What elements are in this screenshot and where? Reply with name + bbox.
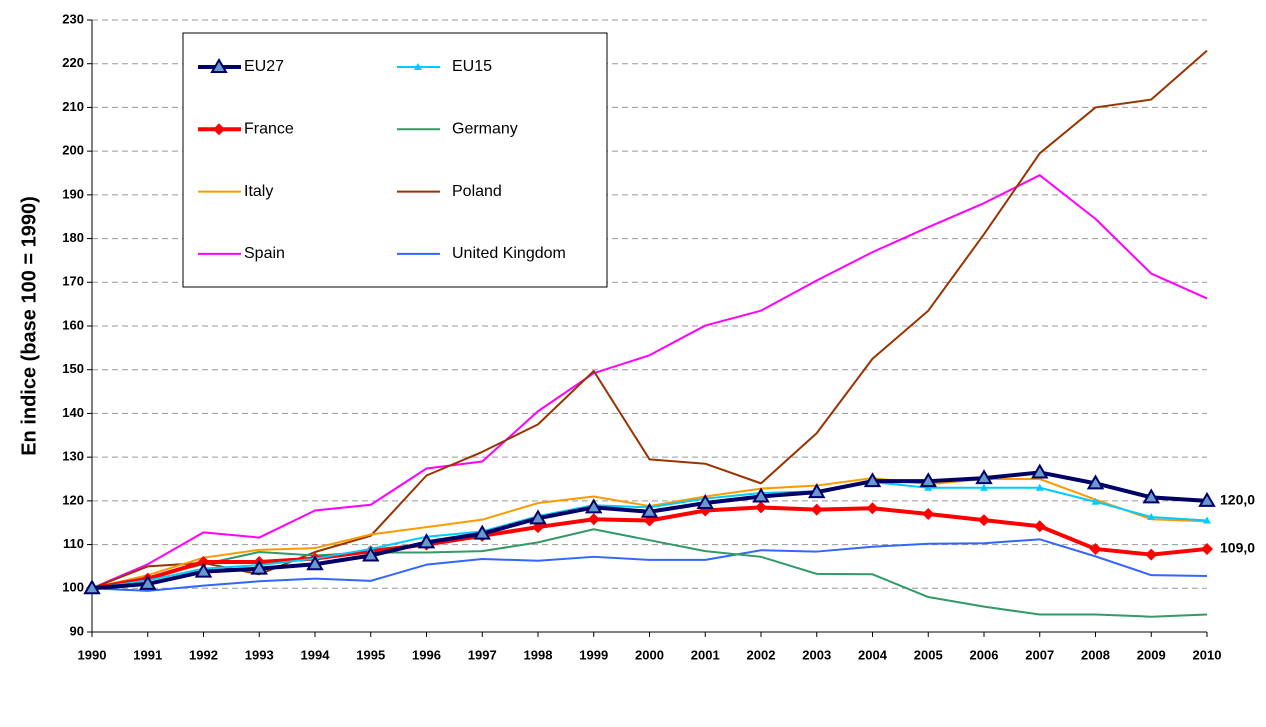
marker	[1035, 483, 1044, 491]
marker	[362, 546, 380, 562]
legend: EU27 EU15 France Germany Italy Poland Spain Uni…	[182, 32, 608, 288]
marker	[752, 487, 770, 503]
legend-box	[182, 32, 608, 288]
marker	[919, 472, 937, 488]
y-tick-label: 110	[63, 536, 84, 551]
marker	[1031, 463, 1049, 479]
x-tick-label: 1990	[78, 647, 107, 662]
y-tick-label: 130	[62, 449, 84, 464]
marker	[866, 502, 879, 515]
marker	[306, 555, 324, 571]
legend-label: Poland	[452, 183, 502, 200]
marker	[1091, 497, 1100, 505]
marker	[924, 483, 933, 491]
marker	[980, 483, 988, 491]
data-label: 120,0	[1220, 492, 1255, 508]
legend-label: Spain	[244, 245, 285, 262]
series-line	[91, 174, 1208, 590]
legend-label: France	[244, 121, 294, 138]
marker	[414, 63, 422, 70]
x-tick-label: 2010	[1193, 647, 1222, 662]
legend-label: Germany	[452, 121, 518, 138]
marker	[1198, 491, 1216, 507]
x-tick-label: 1991	[133, 647, 162, 662]
marker	[139, 574, 157, 590]
x-tick-label: 2004	[858, 647, 888, 662]
y-tick-label: 200	[62, 143, 84, 158]
x-tick-label: 1993	[245, 647, 274, 662]
marker	[83, 579, 101, 595]
x-tick-label: 1995	[356, 647, 385, 662]
x-tick-label: 1994	[301, 647, 331, 662]
x-tick-label: 1998	[524, 647, 553, 662]
marker	[1145, 548, 1158, 561]
legend-label: United Kingdom	[452, 245, 566, 262]
series-line	[91, 528, 1208, 618]
marker	[250, 559, 268, 575]
y-tick-label: 100	[62, 580, 84, 595]
marker	[585, 498, 603, 514]
x-tick-label: 2007	[1025, 647, 1054, 662]
x-tick-label: 2009	[1137, 647, 1166, 662]
marker	[194, 562, 213, 578]
marker	[1033, 520, 1046, 533]
y-tick-label: 150	[62, 361, 84, 376]
y-tick-label: 170	[62, 274, 84, 289]
x-tick-label: 2008	[1081, 647, 1110, 662]
y-tick-label: 160	[62, 317, 84, 332]
marker	[922, 507, 935, 520]
y-axis-label: En indice (base 100 = 1990)	[18, 196, 40, 456]
y-tick-label: 210	[62, 99, 84, 114]
marker	[1142, 488, 1160, 504]
marker	[808, 483, 826, 499]
x-tick-label: 2002	[747, 647, 776, 662]
x-tick-label: 1996	[412, 647, 441, 662]
y-tick-label: 220	[62, 55, 84, 70]
marker	[210, 58, 228, 73]
y-tick-label: 230	[62, 11, 84, 26]
data-label: 109,0	[1220, 540, 1255, 556]
y-tick-label: 120	[62, 492, 84, 507]
x-tick-label: 1992	[189, 647, 218, 662]
marker	[810, 503, 823, 516]
marker	[529, 509, 547, 525]
x-tick-label: 1999	[579, 647, 608, 662]
legend-label: EU27	[244, 58, 284, 75]
marker	[587, 513, 600, 526]
x-tick-label: 2006	[970, 647, 999, 662]
marker	[975, 469, 993, 485]
marker	[755, 501, 767, 514]
marker	[1089, 542, 1102, 555]
y-tick-label: 180	[62, 230, 84, 245]
marker	[1147, 513, 1156, 521]
x-tick-label: 2005	[914, 647, 943, 662]
x-tick-label: 2003	[802, 647, 831, 662]
marker	[197, 556, 210, 569]
marker	[696, 494, 714, 510]
marker	[417, 533, 436, 549]
marker	[1086, 474, 1105, 490]
marker	[1201, 542, 1213, 555]
x-tick-label: 2000	[635, 647, 664, 662]
x-tick-label: 2001	[691, 647, 720, 662]
legend-label: Italy	[244, 183, 273, 200]
x-tick-label: 1997	[468, 647, 497, 662]
marker	[863, 472, 882, 488]
legend-label: EU15	[452, 58, 492, 75]
y-tick-label: 90	[70, 623, 84, 638]
marker	[473, 524, 491, 540]
y-tick-label: 140	[62, 405, 84, 420]
marker	[978, 514, 990, 527]
marker	[1203, 516, 1211, 524]
marker	[640, 502, 659, 518]
series-line	[91, 538, 1208, 592]
y-tick-label: 190	[62, 186, 84, 201]
marker	[213, 123, 225, 136]
